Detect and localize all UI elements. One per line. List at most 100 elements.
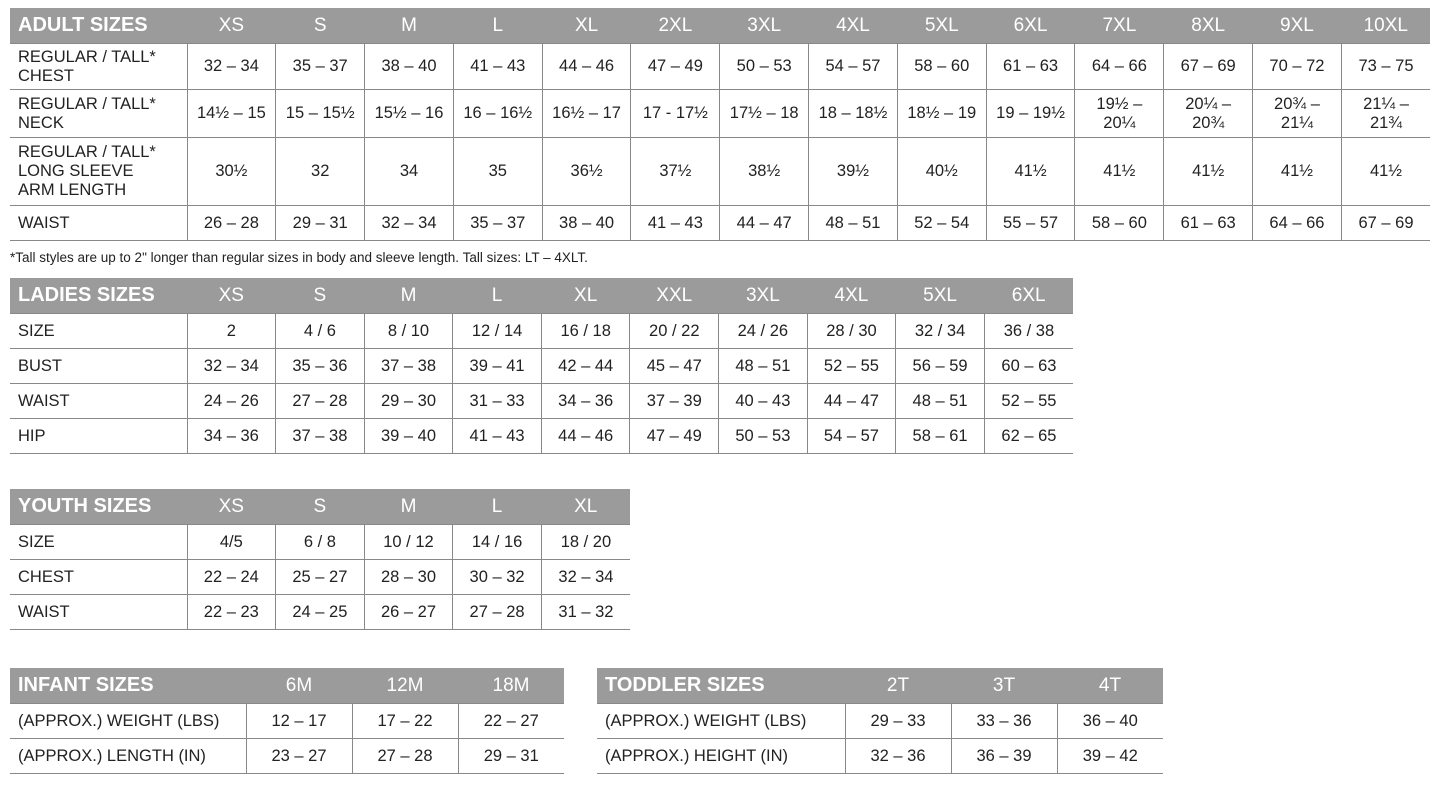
measurement-cell: 32 bbox=[275, 137, 365, 206]
size-header: 5XL bbox=[897, 8, 987, 44]
measurement-cell: 37 – 38 bbox=[363, 348, 453, 384]
measurement-cell: 62 – 65 bbox=[983, 418, 1073, 454]
table-row: (APPROX.) LENGTH (IN) 23 – 27 27 – 28 29 – … bbox=[10, 738, 564, 774]
row-label: SIZE bbox=[10, 313, 187, 349]
ladies-header-row: LADIES SIZES XS S M L XL XXL 3XL 4XL 5XL 6XL bbox=[10, 278, 1073, 314]
size-header: 4XL bbox=[807, 278, 896, 314]
measurement-cell: 58 – 60 bbox=[1074, 205, 1164, 241]
size-header: 12M bbox=[352, 668, 458, 704]
size-header: 6M bbox=[246, 668, 352, 704]
measurement-cell: 52 – 54 bbox=[896, 205, 987, 241]
measurement-cell: 44 – 47 bbox=[806, 383, 896, 419]
ladies-size-table: LADIES SIZES XS S M L XL XXL 3XL 4XL 5XL 6XL SIZE 2 4… bbox=[10, 278, 1073, 454]
size-header: XS bbox=[187, 489, 276, 525]
size-header: 6XL bbox=[986, 8, 1075, 44]
measurement-cell: 36 / 38 bbox=[983, 313, 1073, 349]
measurement-cell: 38 – 40 bbox=[364, 43, 454, 90]
measurement-cell: 44 – 46 bbox=[541, 43, 631, 90]
measurement-cell: 20 / 22 bbox=[629, 313, 719, 349]
size-header: XXL bbox=[629, 278, 719, 314]
measurement-cell: 35 – 37 bbox=[275, 43, 365, 90]
measurement-cell: 36½ bbox=[541, 137, 631, 206]
measurement-cell: 38½ bbox=[719, 137, 809, 206]
measurement-cell: 38 – 40 bbox=[541, 205, 631, 241]
measurement-cell: 40 – 43 bbox=[718, 383, 808, 419]
measurement-cell: 12 / 14 bbox=[452, 313, 542, 349]
measurement-cell: 19½ – 20¼ bbox=[1074, 89, 1164, 138]
toddler-size-table: TODDLER SIZES 2T 3T 4T (APPROX.) WEIGHT (LBS… bbox=[597, 668, 1163, 774]
measurement-cell: 32 – 34 bbox=[540, 559, 630, 595]
measurement-cell: 32 – 36 bbox=[844, 738, 951, 774]
row-label: (APPROX.) WEIGHT (LBS) bbox=[10, 703, 246, 739]
measurement-cell: 31 – 32 bbox=[540, 594, 630, 630]
measurement-cell: 25 – 27 bbox=[275, 559, 365, 595]
measurement-cell: 27 – 28 bbox=[275, 383, 365, 419]
table-row: WAIST 22 – 23 24 – 25 26 – 27 27 – 28 31 – 32 bbox=[10, 594, 630, 630]
size-header: L bbox=[452, 278, 542, 314]
infant-size-table: INFANT SIZES 6M 12M 18M (APPROX.) WEIGHT (LB… bbox=[10, 668, 564, 774]
measurement-cell: 15 – 15½ bbox=[275, 89, 365, 138]
row-label: WAIST bbox=[10, 205, 187, 241]
measurement-cell: 12 – 17 bbox=[245, 703, 352, 739]
measurement-cell: 35 – 36 bbox=[275, 348, 365, 384]
measurement-cell: 55 – 57 bbox=[985, 205, 1075, 241]
measurement-cell: 8 / 10 bbox=[363, 313, 453, 349]
size-header: S bbox=[275, 489, 365, 525]
size-header: 4XL bbox=[808, 8, 898, 44]
measurement-cell: 54 – 57 bbox=[806, 418, 896, 454]
row-label: SIZE bbox=[10, 524, 187, 560]
measurement-cell: 50 – 53 bbox=[719, 43, 809, 90]
measurement-cell: 18 – 18½ bbox=[808, 89, 898, 138]
measurement-cell: 45 – 47 bbox=[629, 348, 719, 384]
measurement-cell: 73 – 75 bbox=[1340, 43, 1431, 90]
measurement-cell: 48 – 51 bbox=[718, 348, 808, 384]
row-label: (APPROX.) LENGTH (IN) bbox=[10, 738, 246, 774]
measurement-cell: 26 – 28 bbox=[186, 205, 276, 241]
measurement-cell: 6 / 8 bbox=[275, 524, 365, 560]
measurement-cell: 70 – 72 bbox=[1252, 43, 1342, 90]
measurement-cell: 16 / 18 bbox=[540, 313, 630, 349]
measurement-cell: 22 – 27 bbox=[457, 703, 564, 739]
measurement-cell: 41 – 43 bbox=[630, 205, 720, 241]
measurement-cell: 22 – 24 bbox=[186, 559, 276, 595]
measurement-cell: 41 – 43 bbox=[452, 43, 543, 90]
infant-header-row: INFANT SIZES 6M 12M 18M bbox=[10, 668, 564, 704]
tall-footnote: *Tall styles are up to 2" longer than re… bbox=[10, 250, 588, 265]
row-label: (APPROX.) WEIGHT (LBS) bbox=[597, 703, 845, 739]
measurement-cell: 32 / 34 bbox=[895, 313, 985, 349]
measurement-cell: 19 – 19½ bbox=[985, 89, 1075, 138]
size-header: 3XL bbox=[719, 8, 809, 44]
size-header: M bbox=[364, 278, 453, 314]
size-header: 7XL bbox=[1074, 8, 1164, 44]
size-header: XS bbox=[187, 278, 276, 314]
measurement-cell: 28 / 30 bbox=[806, 313, 896, 349]
measurement-cell: 41½ bbox=[985, 137, 1075, 206]
measurement-cell: 39 – 41 bbox=[452, 348, 542, 384]
table-row: WAIST 26 – 28 29 – 31 32 – 34 35 – 37 38 – 40… bbox=[10, 205, 1431, 241]
measurement-cell: 4/5 bbox=[186, 524, 276, 560]
measurement-cell: 34 – 36 bbox=[186, 418, 276, 454]
row-label: WAIST bbox=[10, 594, 187, 630]
measurement-cell: 30 – 32 bbox=[452, 559, 542, 595]
measurement-cell: 20¼ – 20¾ bbox=[1163, 89, 1253, 138]
measurement-cell: 60 – 63 bbox=[983, 348, 1073, 384]
measurement-cell: 24 – 26 bbox=[186, 383, 276, 419]
measurement-cell: 18½ – 19 bbox=[896, 89, 987, 138]
table-title: TODDLER SIZES bbox=[597, 668, 845, 704]
measurement-cell: 17 - 17½ bbox=[630, 89, 720, 138]
measurement-cell: 40½ bbox=[896, 137, 987, 206]
measurement-cell: 4 / 6 bbox=[275, 313, 365, 349]
row-label: CHEST bbox=[10, 559, 187, 595]
measurement-cell: 58 – 60 bbox=[896, 43, 987, 90]
size-header: XS bbox=[187, 8, 276, 44]
row-label: (APPROX.) HEIGHT (IN) bbox=[597, 738, 845, 774]
measurement-cell: 37 – 39 bbox=[629, 383, 719, 419]
measurement-cell: 67 – 69 bbox=[1340, 205, 1431, 241]
table-row: REGULAR / TALL* CHEST 32 – 34 35 – 37 38 – … bbox=[10, 43, 1431, 90]
measurement-cell: 18 / 20 bbox=[540, 524, 630, 560]
measurement-cell: 26 – 27 bbox=[363, 594, 453, 630]
measurement-cell: 21¼ – 21¾ bbox=[1340, 89, 1431, 138]
measurement-cell: 36 – 39 bbox=[950, 738, 1057, 774]
measurement-cell: 41½ bbox=[1340, 137, 1431, 206]
measurement-cell: 22 – 23 bbox=[186, 594, 276, 630]
